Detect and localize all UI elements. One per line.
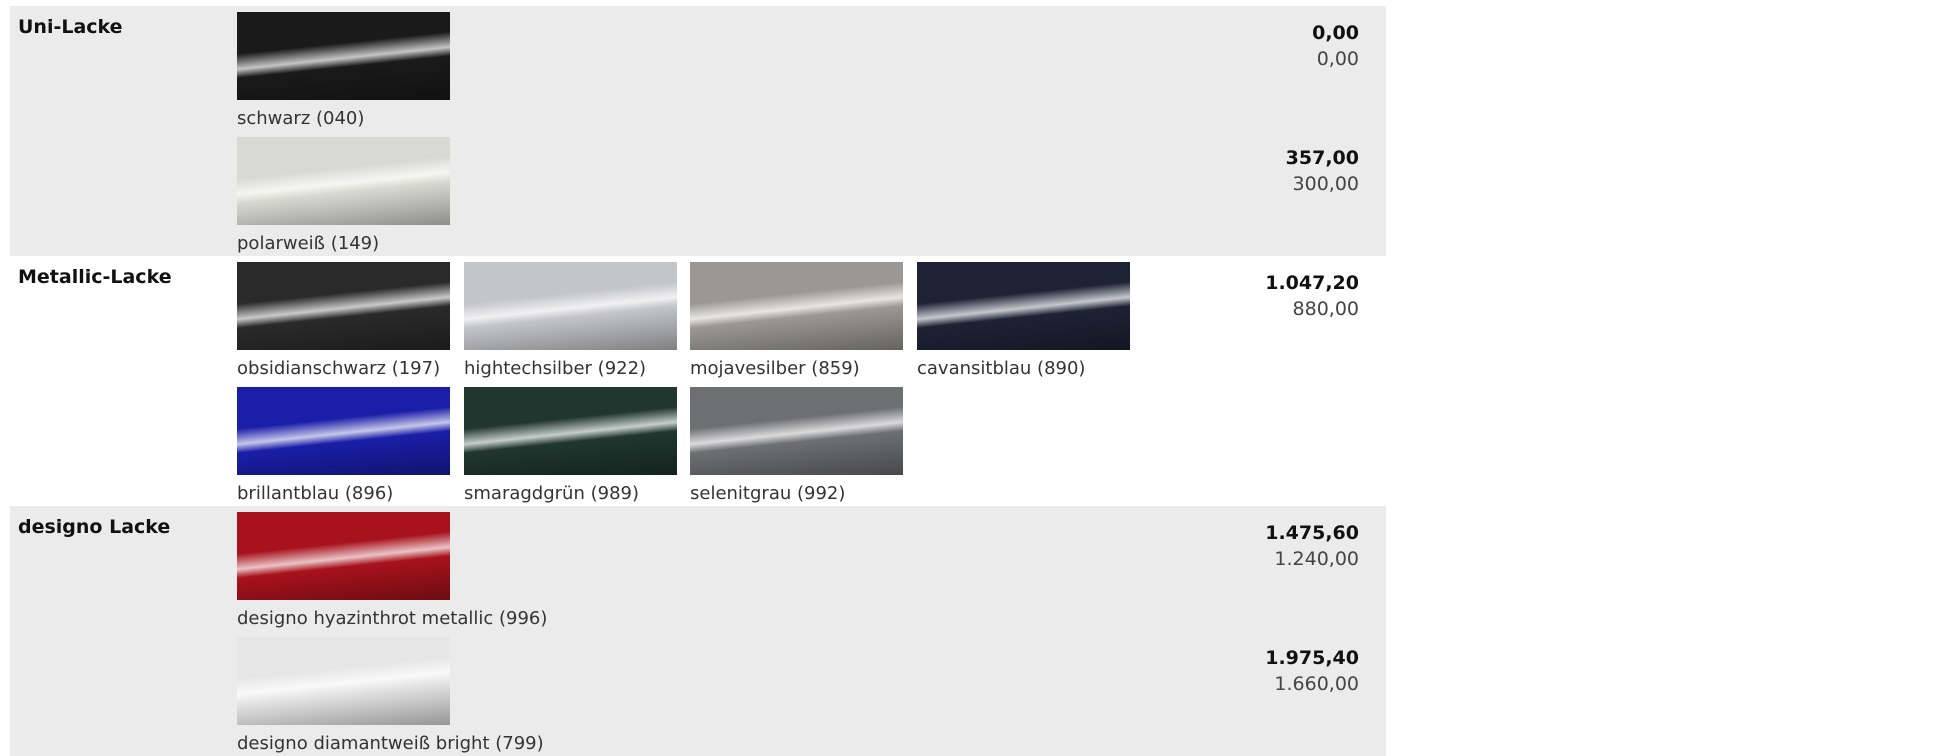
swatch-label: obsidianschwarz (197) <box>237 358 441 379</box>
group-title: Uni-Lacke <box>18 16 123 38</box>
price-gross: 0,00 <box>1312 22 1359 44</box>
paint-row: designo Lacke designo hyazinthrot metalli… <box>10 506 1386 631</box>
swatch-label: polarweiß (149) <box>237 233 380 254</box>
group-title: Metallic-Lacke <box>18 266 172 288</box>
swatch-label: cavansitblau (890) <box>917 358 1086 379</box>
price-net: 0,00 <box>1316 48 1359 70</box>
color-swatch <box>237 12 450 100</box>
color-swatch <box>690 262 903 350</box>
color-swatch <box>237 137 450 225</box>
paint-row: brillantblau (896) smaragdgrün (989) selen… <box>10 381 1386 506</box>
price-net: 880,00 <box>1292 298 1359 320</box>
swatch-label: schwarz (040) <box>237 108 365 129</box>
price-gross: 1.475,60 <box>1265 522 1359 544</box>
swatch-label: hightechsilber (922) <box>464 358 647 379</box>
swatch-label: brillantblau (896) <box>237 483 394 504</box>
price-net: 1.660,00 <box>1274 673 1359 695</box>
color-swatch <box>917 262 1130 350</box>
swatch-label: mojavesilber (859) <box>690 358 860 379</box>
swatch-label: selenitgrau (992) <box>690 483 846 504</box>
price-net: 1.240,00 <box>1274 548 1359 570</box>
color-swatch <box>237 262 450 350</box>
price-gross: 1.047,20 <box>1265 272 1359 294</box>
color-swatch <box>464 387 677 475</box>
color-swatch <box>237 637 450 725</box>
paint-row: designo diamantweiß bright (799) 1.975,40… <box>10 631 1386 756</box>
swatch-label: designo hyazinthrot metallic (996) <box>237 608 548 629</box>
price-gross: 1.975,40 <box>1265 647 1359 669</box>
group-title: designo Lacke <box>18 516 171 538</box>
swatch-label: smaragdgrün (989) <box>464 483 639 504</box>
price-gross: 357,00 <box>1285 147 1359 169</box>
price-net: 300,00 <box>1292 173 1359 195</box>
color-swatch <box>690 387 903 475</box>
color-swatch <box>237 387 450 475</box>
paint-row: Uni-Lacke schwarz (040) 0,00 0,00 <box>10 6 1386 131</box>
paint-row: polarweiß (149) 357,00 300,00 <box>10 131 1386 256</box>
paint-row: Metallic-Lacke obsidianschwarz (197) hight… <box>10 256 1386 381</box>
color-swatch <box>464 262 677 350</box>
color-swatch <box>237 512 450 600</box>
swatch-label: designo diamantweiß bright (799) <box>237 733 544 754</box>
